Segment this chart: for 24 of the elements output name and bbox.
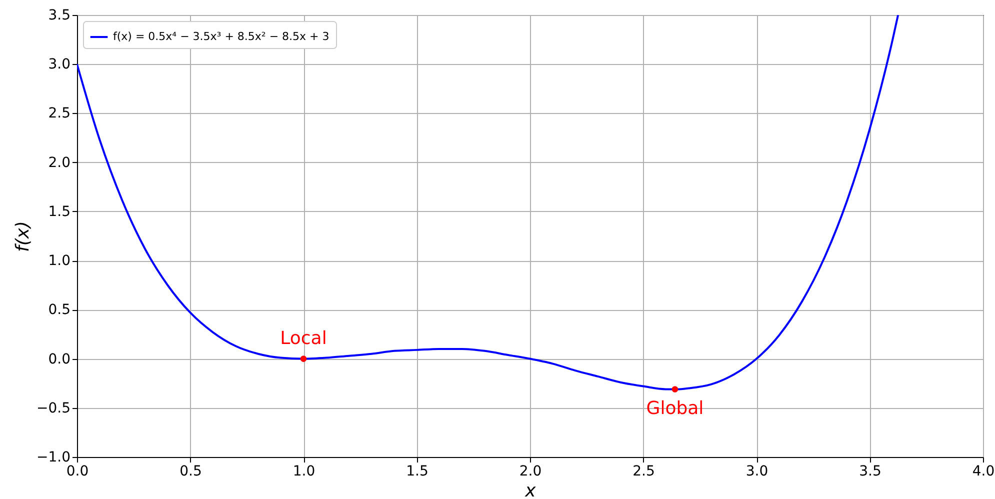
y-tick-label: 2.5 (48, 106, 70, 122)
x-axis-title: x (524, 480, 536, 499)
y-tick-label: 3.0 (48, 56, 70, 73)
x-tick-label: 0.5 (180, 464, 202, 480)
y-tick-label: 3.5 (48, 8, 70, 24)
y-tick-label: 1.0 (48, 253, 70, 270)
x-tick-label: 3.5 (859, 464, 882, 480)
x-tick-label: 1.0 (292, 464, 316, 480)
y-axis-title: f(x) (12, 220, 34, 252)
y-tick-label: 0.0 (48, 351, 70, 368)
x-tick-label: 4.0 (972, 464, 995, 480)
x-tick-label: 3.0 (746, 464, 768, 480)
y-tick-label: −0.5 (36, 400, 70, 416)
y-tick-label: 0.5 (48, 302, 70, 318)
x-tick-label: 2.5 (632, 464, 655, 480)
y-tick-label: −1.0 (36, 450, 70, 466)
x-tick-label: 0.0 (66, 464, 89, 480)
y-tick-label: 1.5 (48, 204, 70, 220)
x-tick-label: 1.5 (406, 464, 428, 480)
annotation: Global (646, 398, 704, 420)
legend-label: f(x) = 0.5x⁴ − 3.5x³ + 8.5x² − 8.5x + 3 (113, 30, 330, 43)
annotation: Local (280, 328, 327, 349)
x-tick-label: 2.0 (519, 464, 542, 480)
y-tick-label: 2.0 (48, 154, 70, 171)
